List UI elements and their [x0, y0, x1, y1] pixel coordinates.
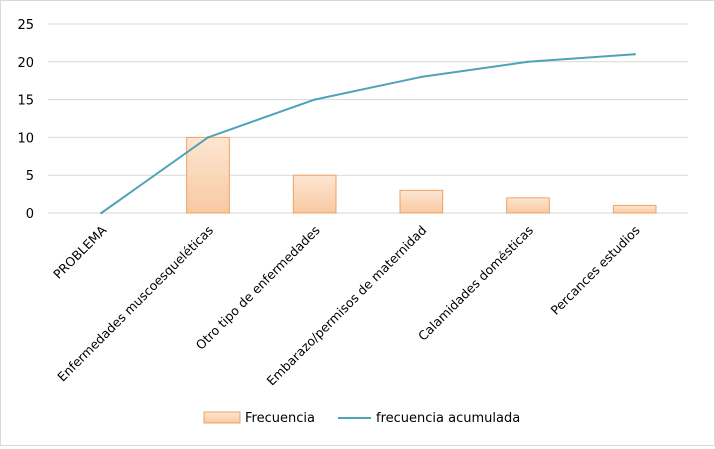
- line-point-percances-estudios: [633, 53, 636, 56]
- line-path-frecuencia-acumulada: [100, 53, 635, 214]
- y-tick-label-5: 5: [26, 169, 34, 184]
- line-point-calamidades-domesticas: [526, 60, 530, 63]
- y-tick-label-10: 10: [17, 131, 34, 146]
- line-point-embarazo-permisos-de-maternidad: [420, 75, 423, 79]
- y-tick-label-0: 0: [26, 207, 34, 222]
- y-axis-tick-labels: 0 5 10 15 20 25: [17, 18, 34, 222]
- line-point-otro-tipo-de-enfermedades: [313, 98, 316, 101]
- x-tick-label-problema: PROBLEMA: [50, 222, 110, 282]
- x-tick-label-otro-tipo-de-enfermedades: Otro tipo de enfermedades: [193, 223, 323, 353]
- legend: Frecuencia frecuencia acumulada: [203, 411, 520, 426]
- y-tick-label-25: 25: [17, 18, 34, 33]
- x-tick-label-percances-estudios: Percances estudios: [548, 223, 643, 318]
- legend-label-frecuencia-acumulada: frecuencia acumulada: [376, 411, 520, 426]
- bar-embarazo-permisos-de-maternidad: [399, 189, 444, 214]
- line-point-enfermedades-muscoesqueleticas: [206, 136, 210, 139]
- legend-swatch-frecuencia: [203, 411, 241, 424]
- grid-layer: [48, 23, 688, 214]
- x-tick-label-calamidades-domesticas: Calamidades domésticas: [415, 223, 536, 344]
- y-tick-label-15: 15: [17, 94, 34, 109]
- bar-calamidades-domesticas: [506, 197, 550, 214]
- bar-series-frecuencia: [186, 136, 657, 214]
- line-series-frecuencia-acumulada: [100, 53, 636, 215]
- bar-enfermedades-muscoesqueleticas: [186, 136, 230, 214]
- legend-label-frecuencia: Frecuencia: [245, 411, 315, 426]
- bar-otro-tipo-de-enfermedades: [292, 174, 337, 214]
- bar-percances-estudios: [612, 204, 657, 214]
- line-point-problema: [100, 211, 103, 215]
- y-tick-label-20: 20: [17, 56, 34, 71]
